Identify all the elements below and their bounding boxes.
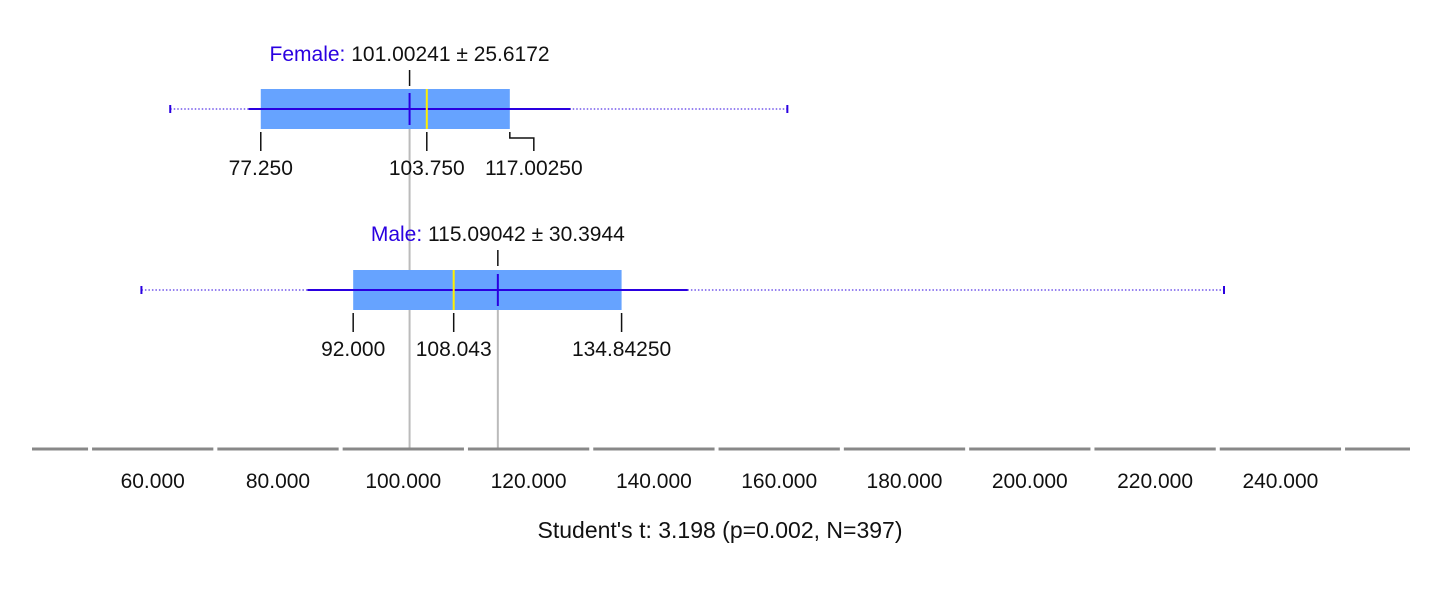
x-tick-label: 240.000 (1242, 470, 1318, 493)
q1-label: 92.000 (321, 338, 385, 361)
group-name: Female: (270, 43, 346, 66)
x-tick-label: 200.000 (992, 470, 1068, 493)
x-tick-label: 140.000 (616, 470, 692, 493)
median-label: 103.750 (389, 157, 465, 180)
q3-label: 134.84250 (572, 338, 671, 361)
x-tick-label: 120.000 (491, 470, 567, 493)
x-tick-label: 80.000 (246, 470, 310, 493)
x-tick-label: 160.000 (741, 470, 817, 493)
q1-label: 77.250 (229, 157, 293, 180)
median-label: 108.043 (416, 338, 492, 361)
mean-reference-lines (408, 89, 499, 449)
q3-label: 117.00250 (485, 157, 583, 180)
test-statistic: Student's t: 3.198 (p=0.002, N=397) (538, 517, 903, 543)
boxplot-groups: Female: 101.00241 ± 25.6172 77.250 103.750… (140, 43, 1226, 361)
mean-sd-value: 101.00241 ± 25.6172 (345, 43, 549, 66)
q3-tick (509, 132, 535, 151)
x-tick-label: 180.000 (867, 470, 943, 493)
group-header: Female: 101.00241 ± 25.6172 (270, 43, 550, 66)
group-female: Female: 101.00241 ± 25.6172 77.250 103.750… (169, 43, 789, 180)
x-tick-label: 60.000 (121, 470, 185, 493)
x-tick-label: 220.000 (1117, 470, 1193, 493)
x-axis: 60.000 80.000 100.000 120.000 140.000 160.000… (32, 447, 1410, 493)
x-tick-label: 100.000 (365, 470, 441, 493)
group-male: Male: 115.09042 ± 30.3944 92.000 108.043 13… (140, 223, 1226, 361)
group-name: Male: (371, 223, 422, 246)
group-header: Male: 115.09042 ± 30.3944 (371, 223, 625, 246)
mean-sd-value: 115.09042 ± 30.3944 (422, 223, 625, 246)
